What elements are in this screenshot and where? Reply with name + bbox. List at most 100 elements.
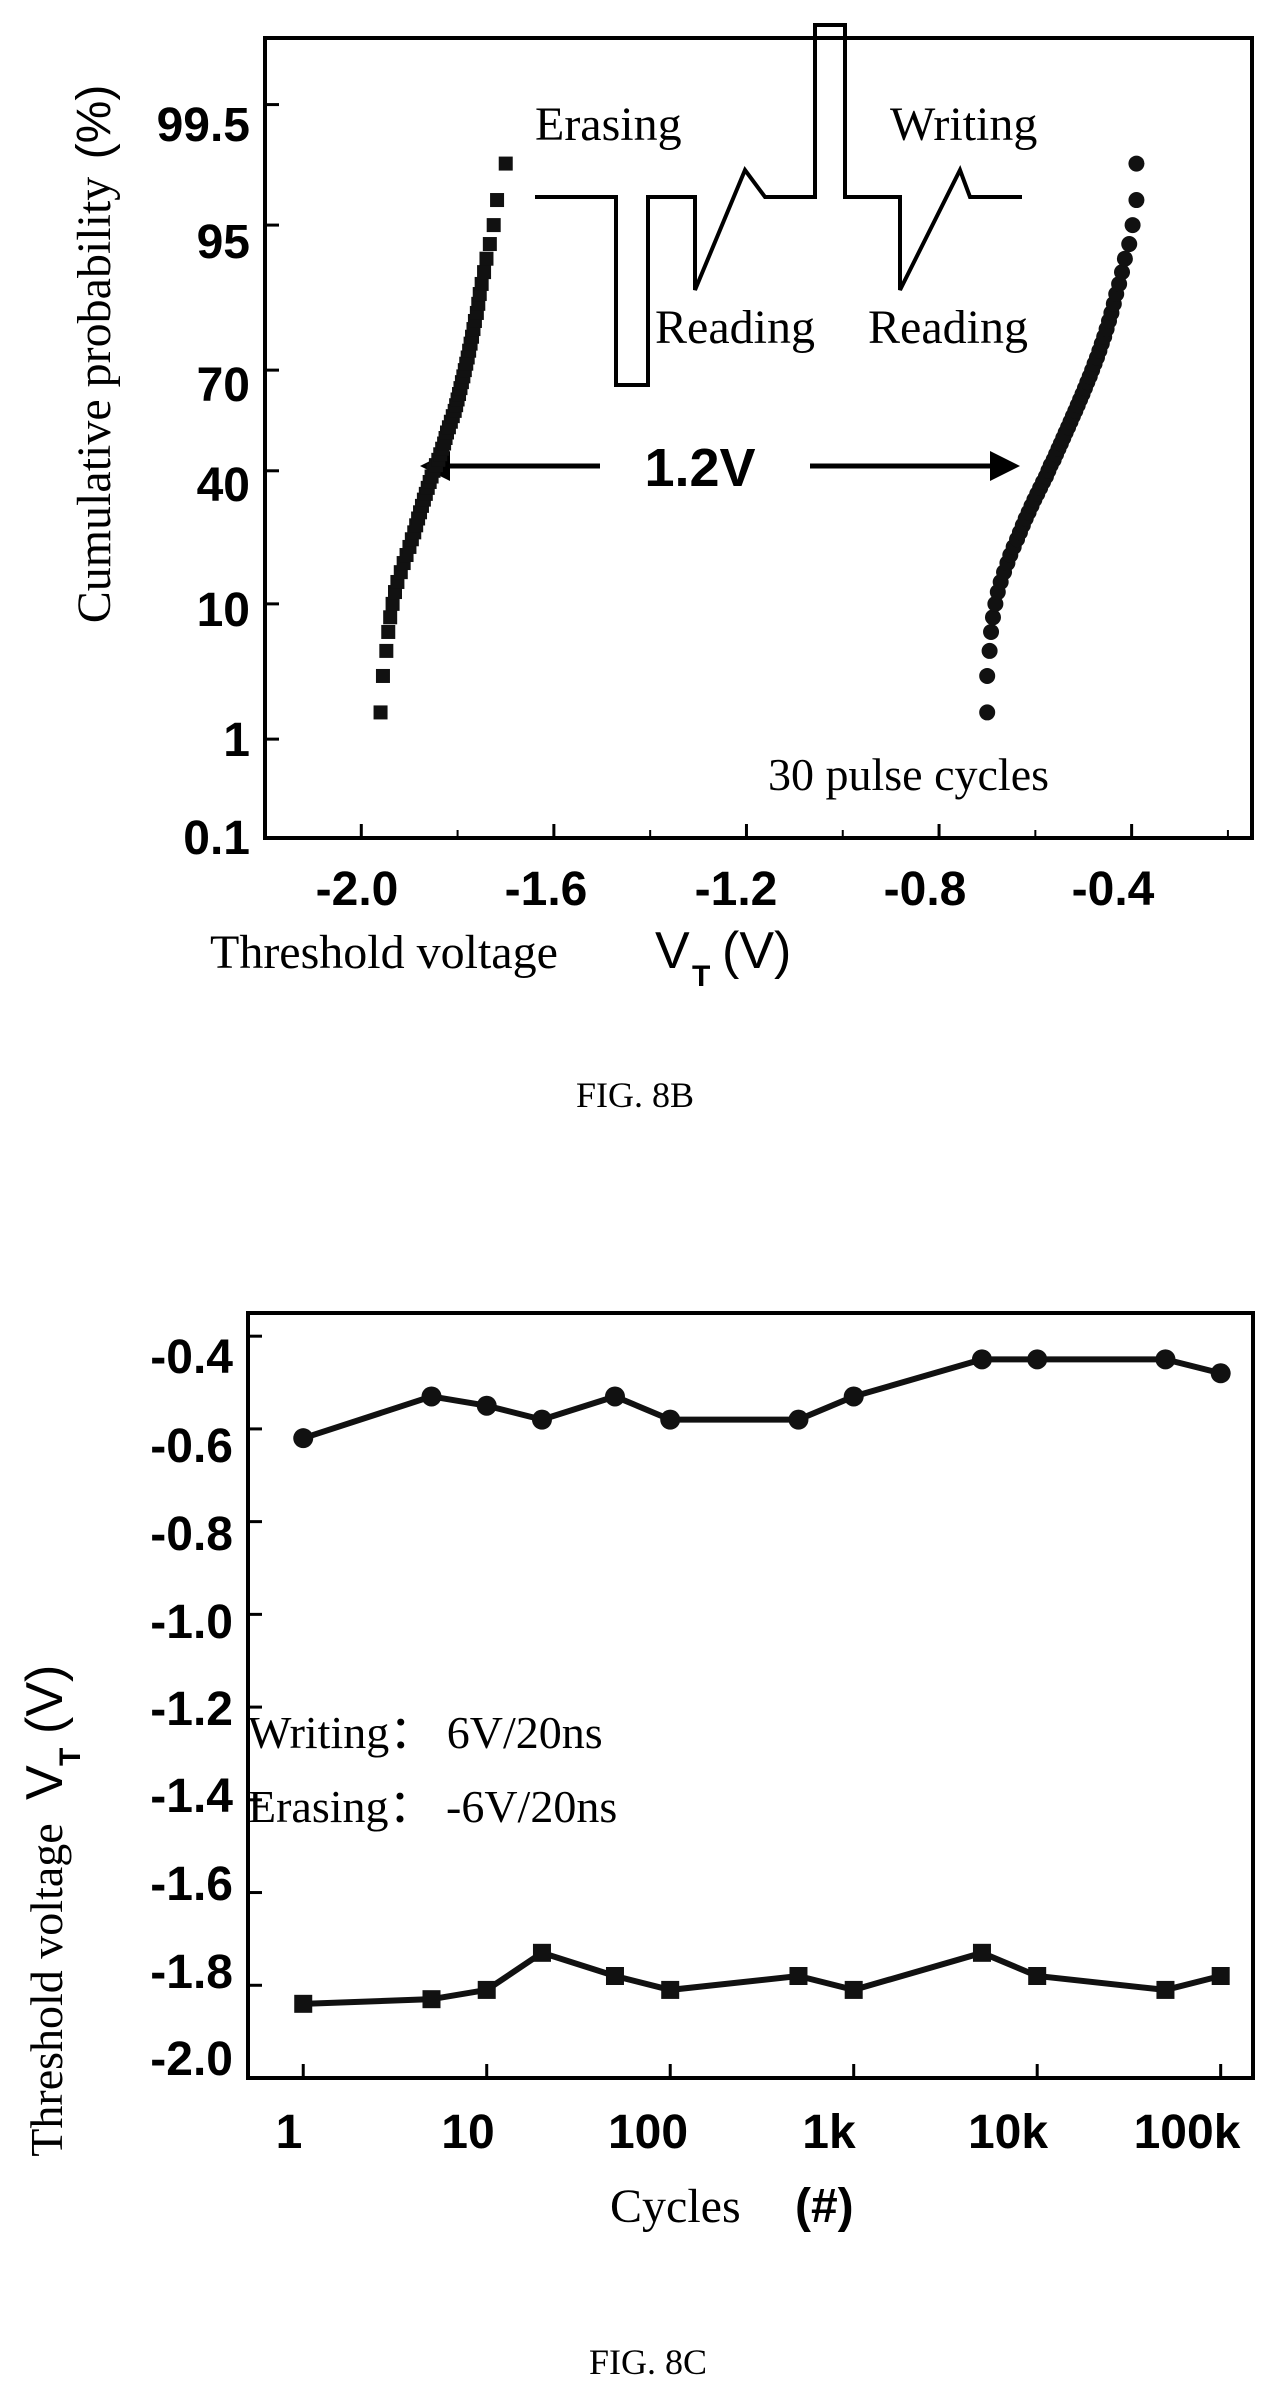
data-point-erased	[477, 1980, 496, 1999]
x-tick-label: 1k	[802, 2106, 856, 2159]
y-axis-label-unit: (%)	[68, 85, 121, 160]
data-point-written	[1027, 1349, 1048, 1370]
y-tick-label: 95	[197, 216, 250, 269]
data-point-erased	[1211, 1967, 1230, 1985]
data-marks-8c	[293, 1349, 1231, 2013]
data-point-written	[981, 642, 998, 659]
data-point-written	[1121, 236, 1138, 253]
y-tick-labels-8c: -0.4 -0.6 -0.8 -1.0 -1.2 -1.4 -1.6 -1.8 …	[150, 1331, 233, 2086]
y-axis-label-text: Threshold voltage	[21, 1823, 72, 2156]
plot-frame-8c	[246, 1311, 1255, 2080]
data-point-erased	[789, 1967, 808, 1985]
y-tick-label: -1.8	[150, 1946, 233, 1999]
data-marks-8b	[373, 155, 1145, 721]
x-tick-label: -1.2	[695, 863, 778, 916]
y-tick-label: 1	[223, 714, 250, 767]
annotation-erasing-8c: Erasing： -6V/20ns	[248, 1781, 617, 1832]
data-point-erased	[661, 1980, 680, 1999]
data-point-written	[660, 1409, 681, 1430]
y-tick-label: 70	[197, 359, 250, 412]
x-axis-label-symbol: V	[655, 922, 690, 980]
data-point-erased	[1156, 1980, 1175, 1999]
pulse-waveform	[535, 23, 1022, 387]
data-point-erased	[373, 705, 388, 720]
y-tick-label: -1.2	[150, 1683, 233, 1736]
data-point-written	[604, 1386, 625, 1407]
series-line-erased	[303, 1949, 1222, 2007]
data-point-erased	[385, 596, 400, 611]
data-point-erased	[498, 156, 513, 171]
data-point-written	[476, 1395, 497, 1416]
data-point-erased	[381, 624, 396, 639]
data-point-erased	[1028, 1967, 1047, 1985]
caption-fig-8c: FIG. 8C	[589, 2342, 707, 2382]
data-point-written	[293, 1428, 314, 1449]
data-point-erased	[486, 218, 501, 233]
y-axis-label-8c: Threshold voltage V T (V)	[16, 1665, 87, 2157]
data-point-erased	[972, 1943, 991, 1962]
annotation-reading-right: Reading	[868, 301, 1028, 354]
caption-fig-8b: FIG. 8B	[576, 1075, 694, 1115]
x-axis-label-8c: Cycles (#)	[610, 2180, 854, 2233]
annotation-writing: Writing	[890, 98, 1037, 151]
data-point-written	[979, 704, 996, 721]
x-axis-label-unit: (V)	[722, 922, 791, 980]
x-tick-labels-8c: 1 10 100 1k 10k 100k	[276, 2106, 1241, 2159]
data-point-erased	[482, 237, 497, 252]
data-point-erased	[479, 251, 494, 266]
y-tick-label: -0.6	[150, 1420, 233, 1473]
data-point-written	[971, 1349, 992, 1370]
data-point-written	[1116, 250, 1133, 267]
x-tick-label: -2.0	[316, 863, 399, 916]
annotation-cycles: 30 pulse cycles	[768, 749, 1049, 800]
chart-8c: -0.4 -0.6 -0.8 -1.0 -1.2 -1.4 -1.6 -1.8 …	[16, 1311, 1255, 2233]
plot-frame-8b	[263, 36, 1254, 840]
y-axis-label-8b: Cumulative probability (%)	[68, 85, 121, 624]
data-point-written	[1128, 155, 1145, 172]
data-point-erased	[379, 643, 394, 658]
data-point-written	[1128, 192, 1145, 209]
data-point-written	[421, 1386, 442, 1407]
x-axis-label-text: Cycles	[610, 2180, 741, 2233]
data-point-written	[979, 667, 996, 684]
data-point-erased	[383, 610, 398, 625]
y-tick-labels-8b: 99.5 95 70 40 10 1 0.1	[157, 99, 250, 865]
y-tick-label: -2.0	[150, 2033, 233, 2086]
data-point-erased	[477, 265, 492, 280]
y-tick-label: -1.4	[150, 1770, 233, 1823]
y-axis-label-symbol: V	[16, 1765, 74, 1800]
data-point-erased	[844, 1980, 863, 1999]
arrow-right-head	[990, 451, 1020, 481]
data-point-written	[788, 1409, 809, 1430]
data-point-erased	[422, 1990, 441, 2009]
y-tick-label: -0.4	[150, 1331, 233, 1384]
y-tick-label: -1.6	[150, 1858, 233, 1911]
annotation-window: 1.2V	[644, 438, 755, 498]
x-axis-label-text: Threshold voltage	[210, 926, 558, 979]
annotation-writing-8c: Writing： 6V/20ns	[248, 1707, 603, 1758]
data-point-written	[843, 1386, 864, 1407]
x-tick-label: -0.8	[884, 863, 967, 916]
data-point-erased	[474, 276, 489, 291]
data-point-erased	[490, 193, 505, 208]
data-point-written	[1210, 1363, 1231, 1384]
y-tick-label: 99.5	[157, 99, 250, 152]
data-point-erased	[605, 1967, 624, 1985]
x-tick-label: 1	[276, 2106, 303, 2159]
x-tick-label: 10	[441, 2106, 494, 2159]
x-axis-label-unit: (#)	[795, 2180, 854, 2233]
annotation-reading-left: Reading	[655, 301, 815, 354]
annotation-erasing: Erasing	[535, 98, 682, 151]
x-tick-labels-8b: -2.0 -1.6 -1.2 -0.8 -0.4	[316, 863, 1155, 916]
y-axis-label-unit: (V)	[16, 1665, 74, 1734]
y-tick-label: 40	[197, 459, 250, 512]
y-tick-label: -0.8	[150, 1508, 233, 1561]
y-tick-label: 0.1	[183, 812, 250, 865]
data-point-written	[531, 1409, 552, 1430]
x-tick-label: -0.4	[1072, 863, 1155, 916]
x-tick-label: 100	[608, 2106, 688, 2159]
x-axis-label-subscript: T	[692, 960, 710, 993]
data-point-written	[1155, 1349, 1176, 1370]
data-point-erased	[375, 668, 390, 683]
